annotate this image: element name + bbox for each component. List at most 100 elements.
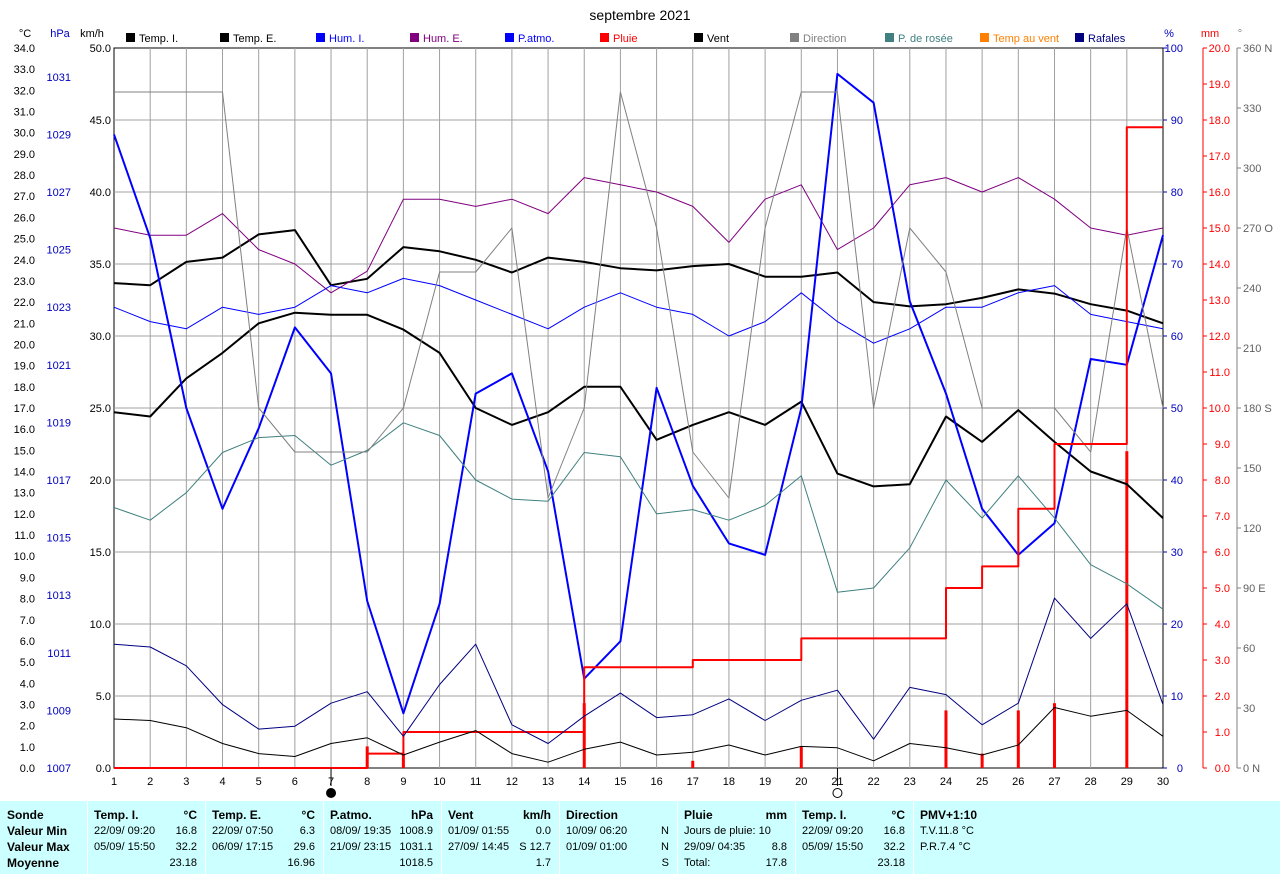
rain-tick-label: 2.0 (1215, 691, 1230, 703)
axis-ticks: 0.0 1.0 2.0 3.0 4.0 5.0 6.0 7.0 8.0 9.0 10.0 11.0 12… (14, 43, 1274, 775)
wind-tick-label: 20.0 (90, 475, 111, 487)
footer-temp-i: Temp. I. °C 22/09/ 09:20 16.8 05/09/ 15:5… (88, 801, 205, 874)
legend-label: Rafales (1088, 33, 1126, 45)
series-line-rain_cumul (114, 126, 1163, 769)
temp-tick-label: 12.0 (14, 509, 35, 521)
rain-bar (944, 710, 948, 768)
rain-bar (799, 746, 803, 768)
humidity-tick-label: 100 (1165, 43, 1183, 55)
temp-tick-label: 29.0 (14, 149, 35, 161)
series-line-temp_e_max (113, 229, 1164, 325)
temp-i2-min-date: 22/09/ 09:20 (802, 825, 864, 837)
rain-bar (1052, 703, 1056, 768)
footer-pluie-title: Pluie (684, 808, 713, 822)
x-tick-label: 12 (506, 776, 518, 788)
temp-tick-label: 28.0 (14, 170, 35, 182)
footer-row-max: Valeur Max (7, 840, 70, 854)
x-tick-label: 28 (1085, 776, 1097, 788)
humidity-tick-label: 50 (1171, 403, 1183, 415)
patmo-max-date: 21/09/ 23:15 (330, 841, 392, 853)
rain-tick-label: 17.0 (1209, 151, 1230, 163)
direction-tick-label: 330 (1243, 103, 1261, 115)
temp-tick-label: 23.0 (14, 276, 35, 288)
x-tick-label: 1 (111, 776, 117, 788)
wind-tick-label: 25.0 (90, 403, 111, 415)
direction-min-date: 10/09/ 06:20 (566, 825, 628, 837)
x-tick-label: 29 (1121, 776, 1133, 788)
x-tick-label: 11 (470, 776, 481, 788)
footer-patmo-unit: hPa (410, 808, 433, 822)
direction-tick-label: 240 (1243, 283, 1261, 295)
direction-tick-label: 150 (1243, 463, 1261, 475)
wind-tick-label: 40.0 (90, 187, 111, 199)
rain-tick-label: 5.0 (1215, 583, 1230, 595)
pluie-max-val: 8.8 (771, 841, 787, 853)
rain-bar (1125, 451, 1129, 768)
x-tick-label: 6 (292, 776, 298, 788)
rain-tick-label: 4.0 (1215, 619, 1230, 631)
pressure-tick-label: 1013 (47, 590, 71, 602)
wind-tick-label: 50.0 (90, 43, 111, 55)
temp-e-min-val: 6.3 (299, 825, 315, 837)
direction-tick-label: 30 (1243, 703, 1255, 715)
footer-vent-title: Vent (448, 808, 474, 822)
pressure-tick-label: 1021 (47, 360, 71, 372)
pluie-days: Jours de pluie: 10 (684, 825, 771, 837)
pressure-tick-label: 1007 (47, 763, 71, 775)
pluie-max-date: 29/09/ 04:35 (684, 841, 746, 853)
footer-row-min: Valeur Min (7, 824, 68, 838)
x-tick-label: 15 (614, 776, 626, 788)
x-tick-label: 16 (650, 776, 662, 788)
series-lines (113, 72, 1164, 769)
legend-swatch (316, 33, 325, 42)
temp-tick-label: 11.0 (14, 530, 35, 542)
rain-tick-label: 1.0 (1215, 727, 1230, 739)
footer-temp-e-unit: °C (301, 808, 315, 822)
footer-pluie: Pluie mm Jours de pluie: 10 29/09/ 04:35… (678, 801, 795, 874)
legend-label: Temp. E. (233, 33, 276, 45)
direction-max-val: N (661, 841, 669, 853)
temp-tick-label: 24.0 (14, 255, 35, 267)
pmv-pr: P.R.7.4 °C (920, 841, 971, 853)
legend: Temp. I. Temp. E. Hum. I. Hum. E. P.atmo. Plu… (126, 33, 1126, 45)
temp-i-min-date: 22/09/ 09:20 (94, 825, 156, 837)
footer-patmo-title: P.atmo. (330, 808, 372, 822)
x-tick-label: 22 (867, 776, 879, 788)
rain-tick-label: 6.0 (1215, 547, 1230, 559)
pressure-tick-label: 1011 (47, 648, 71, 660)
temp-tick-label: 10.0 (14, 551, 35, 563)
pressure-tick-label: 1009 (47, 705, 71, 717)
humidity-tick-label: 60 (1171, 331, 1183, 343)
temp-tick-label: 3.0 (20, 699, 35, 711)
rain-bar (980, 753, 984, 768)
temp-tick-label: 25.0 (14, 234, 35, 246)
legend-swatch (1075, 33, 1084, 42)
temp-e-min-date: 22/09/ 07:50 (212, 825, 274, 837)
legend-label: Hum. E. (423, 33, 463, 45)
temp-i-avg: 23.18 (169, 857, 197, 869)
legend-label: P.atmo. (518, 33, 555, 45)
direction-tick-label: 210 (1243, 343, 1261, 355)
series-line-pressure (113, 72, 1164, 715)
x-tick-label: 23 (904, 776, 916, 788)
unit-label-wind: km/h (80, 28, 104, 40)
legend-swatch (410, 33, 419, 42)
humidity-tick-label: 30 (1171, 547, 1183, 559)
summary-footer: Sonde Valeur Min Valeur Max Moyenne Temp… (0, 801, 1280, 874)
x-tick-label: 18 (723, 776, 735, 788)
rain-tick-label: 16.0 (1209, 187, 1230, 199)
humidity-tick-label: 20 (1171, 619, 1183, 631)
direction-tick-label: 300 (1243, 163, 1261, 175)
wind-tick-label: 0.0 (96, 763, 111, 775)
footer-row-avg: Moyenne (7, 856, 60, 870)
temp-i2-max-date: 05/09/ 15:50 (802, 841, 864, 853)
weather-chart: septembre 2021 Temp. I. Temp. E. Hum. I. Hu… (13, 7, 1274, 798)
unit-label-pressure: hPa (50, 28, 70, 40)
pressure-tick-label: 1017 (47, 475, 71, 487)
patmo-max-val: 1031.1 (399, 841, 433, 853)
direction-tick-label: 270 O (1243, 223, 1273, 235)
humidity-tick-label: 70 (1171, 259, 1183, 271)
footer-patmo: P.atmo. hPa 08/09/ 19:35 1008.9 21/09/ 23… (324, 801, 441, 874)
footer-temp-e: Temp. E. °C 22/09/ 07:50 6.3 06/09/ 17:15… (206, 801, 323, 874)
temp-tick-label: 8.0 (20, 594, 35, 606)
